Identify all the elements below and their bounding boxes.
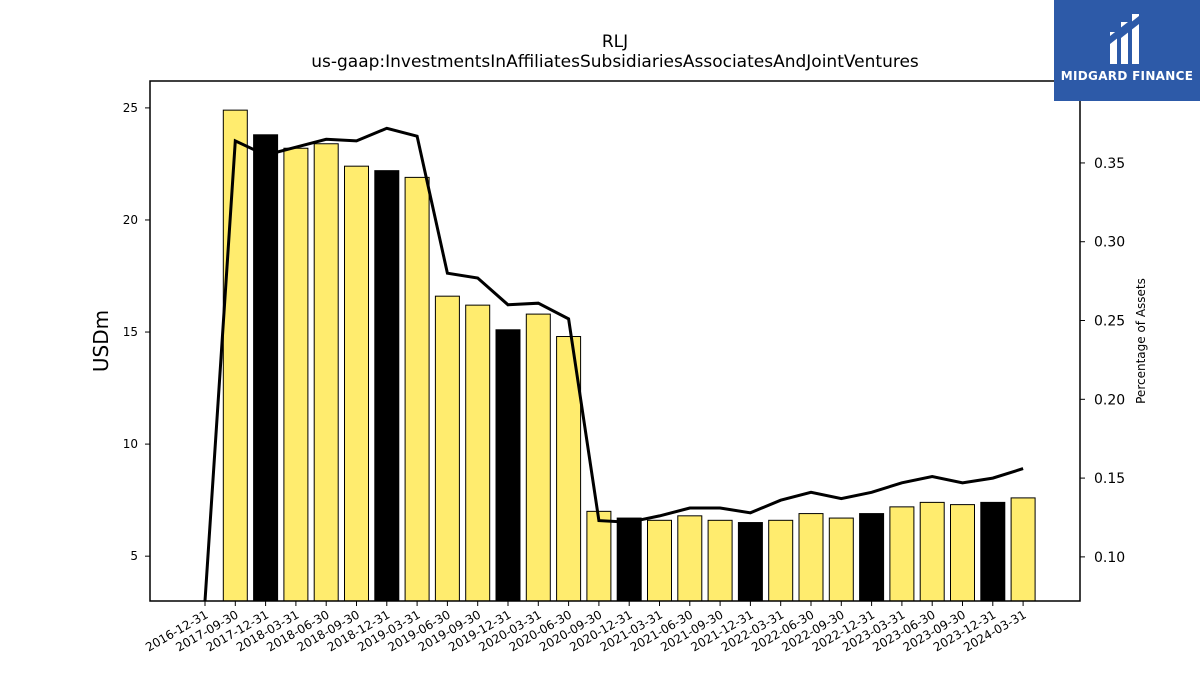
x-axis: 2016-12-312017-09-302017-12-312018-03-31… [143,601,1029,654]
y2-tick-label: 0.30 [1094,235,1125,251]
chart-title: RLJ [601,32,629,52]
y2-tick-label: 0.25 [1094,314,1125,330]
bar-2023-06-30 [919,501,945,602]
bar-2017-09-30 [222,109,248,602]
plot-frame [149,80,1081,602]
y-tick-label: 25 [123,101,138,115]
bar-2022-09-30 [828,517,854,602]
y2-tick-label: 0.10 [1094,550,1125,566]
bar-2021-09-30 [707,519,733,602]
y-axis-right: 0.10 0.15 0.20 0.25 0.30 0.35 [1080,156,1125,566]
bar-2023-03-31 [889,506,915,602]
logo-text: MIDGARD FINANCE [1060,69,1194,83]
brand-logo: MIDGARD FINANCE [1054,0,1200,101]
bar-2017-12-31 [253,134,279,602]
percentage-of-assets-line [203,126,1024,602]
y2-axis-label: Percentage of Assets [1134,278,1148,404]
bar-2021-06-30 [677,515,703,602]
y2-tick-label: 0.35 [1094,156,1125,172]
bar-2024-03-31 [1010,497,1036,602]
y-tick-label: 20 [123,213,138,227]
y-tick-label: 10 [123,437,138,451]
bar-2020-12-31 [616,517,642,602]
bar-2019-09-30 [465,304,491,602]
bar-2018-03-31 [283,147,309,602]
bar-2021-03-31 [647,519,672,602]
bar-2018-09-30 [344,165,369,602]
chart-subtitle: us-gaap:InvestmentsInAffiliatesSubsidiar… [311,52,919,72]
bar-2019-03-31 [404,176,430,602]
bar-2023-12-31 [980,501,1006,602]
bar-2020-03-31 [525,313,551,602]
bar-2018-06-30 [313,143,339,602]
bar-group [222,109,1036,602]
y-tick-label: 5 [130,549,138,563]
bar-2022-12-31 [859,513,885,602]
y2-tick-label: 0.15 [1094,471,1125,487]
bar-2023-09-30 [950,504,975,602]
y-axis-left: 5 10 15 20 25 [123,101,150,563]
y-tick-label: 15 [123,325,138,339]
bar-2022-03-31 [768,519,794,602]
bar-2019-12-31 [495,329,521,602]
bar-2022-06-30 [798,513,824,602]
bar-2020-09-30 [586,510,612,602]
bar-2021-12-31 [737,522,763,602]
y-axis-label: USDm [89,310,113,372]
logo-mark-icon [1110,14,1139,64]
bar-2019-06-30 [434,295,460,602]
y2-tick-label: 0.20 [1094,392,1125,408]
bar-2018-12-31 [374,170,400,602]
